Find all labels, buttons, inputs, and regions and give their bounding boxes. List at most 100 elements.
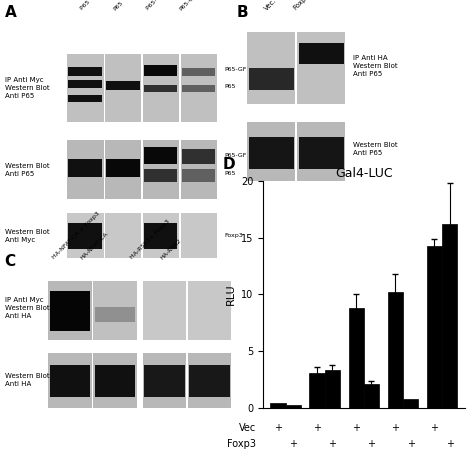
Bar [50,365,90,397]
Text: +: + [392,423,399,433]
Bar [181,213,217,258]
Bar [68,95,101,102]
Bar [249,137,294,169]
Text: P65: P65 [225,84,236,90]
Bar [270,403,285,408]
Bar [297,32,345,104]
Bar [182,68,215,76]
Bar [144,65,177,76]
Bar [403,399,418,408]
Text: Western Blot
Anti P65: Western Blot Anti P65 [5,163,49,177]
Bar [310,372,325,408]
Bar [181,54,217,122]
Bar [48,353,91,408]
Text: A: A [5,5,17,19]
Bar [93,353,137,408]
Bar [144,169,177,182]
Bar [68,80,101,88]
Text: +: + [313,423,321,433]
Text: +: + [274,423,282,433]
Text: +: + [367,439,375,449]
Text: +: + [430,423,438,433]
Bar [299,137,344,169]
Bar [105,140,141,199]
Text: Foxp3: Foxp3 [225,233,244,238]
Text: D: D [223,157,236,172]
Text: P65-GFP: P65-GFP [225,153,251,158]
Bar [144,223,177,249]
Bar [95,365,135,397]
Text: HA-RSK2+ Foxp3: HA-RSK2+ Foxp3 [129,219,171,260]
Bar [285,405,301,408]
Bar [105,54,141,122]
Text: +: + [407,439,415,449]
Bar [48,281,91,340]
Text: P65: P65 [113,0,124,11]
Bar [247,32,295,104]
Bar [144,148,177,164]
Bar [143,54,179,122]
Bar [364,384,379,408]
Text: P65: P65 [225,172,236,177]
Text: C: C [5,254,16,269]
Text: HA-NFAT-CA: HA-NFAT-CA [80,231,109,260]
Bar [388,292,403,408]
Bar [182,149,215,164]
Bar [95,307,135,322]
Text: Western Blot
Anti HA: Western Blot Anti HA [5,373,49,386]
Bar [181,140,217,199]
Y-axis label: RLU: RLU [226,284,236,305]
Text: HA-NFAT-CA + Foxp3: HA-NFAT-CA + Foxp3 [51,211,100,260]
Text: HA-RSK2: HA-RSK2 [160,237,183,260]
Bar [106,81,139,90]
Text: Foxp3: Foxp3 [292,0,311,11]
Text: IP Anti Myc
Western Blot
Anti P65: IP Anti Myc Western Blot Anti P65 [5,77,49,99]
Bar [144,85,177,92]
Bar [93,281,137,340]
Bar [427,246,442,408]
Bar [145,365,185,397]
Bar [143,353,186,408]
Bar [68,223,101,249]
Bar [299,43,344,64]
Title: Gal4-LUC: Gal4-LUC [335,167,392,180]
Bar [68,159,101,177]
Bar [325,371,340,408]
Text: +: + [328,439,336,449]
Text: IP Anti HA
Western Blot
Anti P65: IP Anti HA Western Blot Anti P65 [353,55,398,77]
Bar [143,140,179,199]
Text: P65-GFP: P65-GFP [225,67,251,72]
Text: IP Anti Myc
Western Blot
Anti HA: IP Anti Myc Western Blot Anti HA [5,297,49,319]
Text: +: + [289,439,297,449]
Bar [188,281,231,340]
Bar [190,365,230,397]
Bar [182,169,215,182]
Bar [182,85,215,92]
Text: Vec: Vec [239,423,256,433]
Bar [249,68,294,90]
Text: Western Blot
Anti P65: Western Blot Anti P65 [353,143,398,156]
Bar [106,159,139,177]
Text: Foxp3: Foxp3 [227,439,256,449]
Bar [143,281,186,340]
Text: P65-GFP +Foxp3: P65-GFP +Foxp3 [146,0,186,11]
Bar [67,54,103,122]
Bar [297,122,345,181]
Text: +: + [352,423,360,433]
Bar [67,213,103,258]
Text: +: + [446,439,454,449]
Bar [143,213,179,258]
Bar [442,224,457,408]
Text: Western Blot
Anti Myc: Western Blot Anti Myc [5,229,49,242]
Bar [188,353,231,408]
Text: P65-GFP: P65-GFP [179,0,201,11]
Bar [67,140,103,199]
Text: Vec.: Vec. [264,0,278,11]
Bar [348,308,364,408]
Bar [50,291,90,331]
Bar [68,67,101,76]
Text: B: B [237,5,249,19]
Bar [247,122,295,181]
Text: P65 + Foxp3: P65 + Foxp3 [80,0,111,11]
Bar [105,213,141,258]
